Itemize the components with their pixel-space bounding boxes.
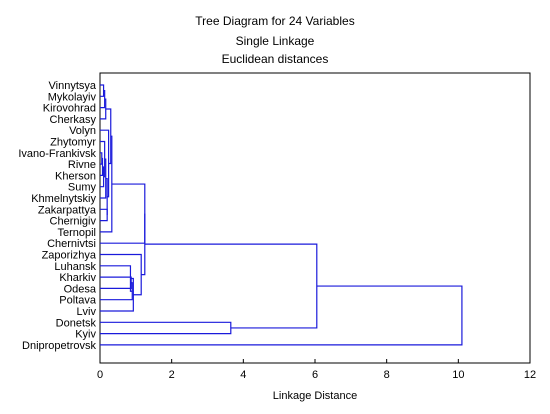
dendrogram-link (141, 213, 146, 276)
leaf-label: Chernivtsi (47, 238, 96, 250)
leaf-label: Odesa (64, 283, 97, 295)
dendrogram-link (100, 166, 105, 188)
leaf-label: Khmelnytskiy (31, 193, 96, 205)
leaf-label: Kyiv (75, 329, 96, 341)
leaf-label: Mykolayiv (48, 91, 97, 103)
leaf-label: Luhansk (54, 261, 96, 273)
dendrogram-link (144, 243, 318, 329)
dendrogram-link (100, 157, 104, 176)
dendrogram-link (100, 90, 106, 109)
leaf-label: Ternopil (57, 227, 96, 239)
dendrogram-link (100, 277, 134, 312)
x-axis-label: Linkage Distance (273, 390, 357, 402)
dendrogram-link (100, 98, 107, 120)
dendrogram-link (100, 158, 107, 199)
leaf-label: Donetsk (56, 317, 97, 329)
dendrogram-link (100, 282, 133, 301)
chart-title-line-1: Tree Diagram for 24 Variables (195, 14, 354, 28)
leaf-label: Lviv (76, 306, 96, 318)
leaf-label: Rivne (68, 159, 96, 171)
leaf-label: Dnipropetrovsk (22, 340, 96, 352)
x-tick-label: 2 (169, 369, 175, 381)
dendrogram-link (100, 253, 142, 296)
leaf-label: Cherkasy (50, 114, 97, 126)
dendrogram-tree (100, 84, 463, 346)
leaf-label: Volyn (69, 125, 96, 137)
x-axis: 0 2 4 6 8 10 12 (97, 359, 536, 381)
leaf-label: Zaporizhya (42, 250, 97, 262)
leaf-label: Ivano-Frankivsk (18, 148, 96, 160)
leaf-label: Chernigiv (50, 216, 97, 228)
chart-title-line-3: Euclidean distances (222, 52, 329, 66)
dendrogram-link (100, 265, 133, 292)
plot-frame (99, 72, 531, 364)
x-tick-label: 8 (384, 369, 390, 381)
dendrogram-link (100, 208, 108, 222)
x-tick-label: 6 (312, 369, 318, 381)
x-tick-label: 12 (524, 369, 536, 381)
leaf-label: Kirovohrad (43, 103, 96, 115)
dendrogram-link (100, 321, 232, 335)
dendrogram-link (105, 177, 108, 215)
leaf-label: Zakarpattya (38, 204, 97, 216)
chart-title: Tree Diagram for 24 Variables Single Lin… (195, 14, 354, 66)
leaf-labels: VinnytsyaMykolayivKirovohradCherkasyVoly… (18, 80, 97, 352)
dendrogram-link (100, 276, 132, 289)
leaf-label: Kherson (55, 170, 96, 182)
x-tick-label: 10 (452, 369, 464, 381)
chart-title-line-2: Single Linkage (236, 34, 315, 48)
dendrogram-link (100, 285, 463, 346)
leaf-label: Zhytomyr (50, 137, 96, 149)
leaf-label: Poltava (59, 295, 97, 307)
dendrogram-link (100, 140, 106, 178)
x-tick-label: 0 (97, 369, 103, 381)
leaf-label: Vinnytsya (49, 80, 97, 92)
leaf-label: Sumy (68, 182, 97, 194)
leaf-label: Kharkiv (59, 272, 96, 284)
dendrogram-link (100, 84, 105, 97)
x-tick-label: 4 (240, 369, 246, 381)
